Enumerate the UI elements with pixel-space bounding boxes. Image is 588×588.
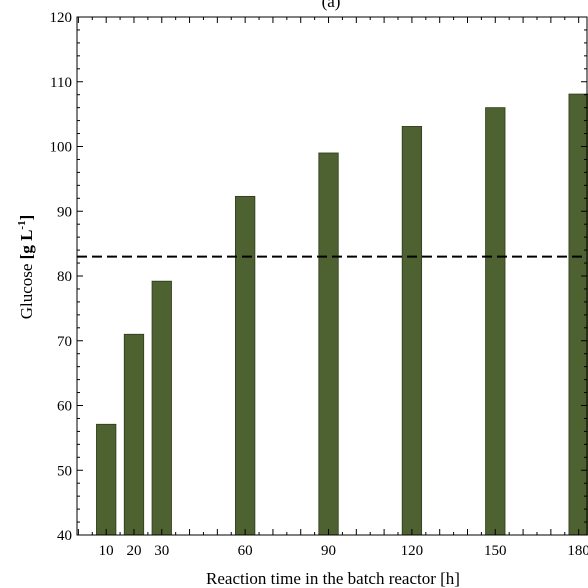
y-axis: 40 50 60 70 80 90 100 110 120 (50, 10, 587, 544)
x-axis-title: Reaction time in the batch reactor [h] (206, 569, 460, 588)
x-tick-label: 10 (99, 543, 114, 559)
y-tick-label: 100 (50, 140, 73, 156)
x-tick-label: 150 (484, 543, 507, 559)
chart-title: (a) (322, 0, 341, 11)
y-tick-label: 50 (57, 463, 72, 479)
bar-90 (318, 152, 339, 536)
y-tick-label: 40 (57, 528, 72, 544)
bars-group (96, 93, 588, 536)
y-axis-title: Glucose [g L-1] (16, 215, 36, 320)
x-tick-label: 180 (567, 543, 588, 559)
y-tick-label: 120 (50, 10, 73, 26)
y-axis-title-main: Glucose (17, 259, 36, 319)
y-axis-title-close: ] (17, 215, 36, 221)
bar-10 (96, 423, 117, 536)
y-tick-label: 80 (57, 269, 72, 285)
y-axis-title-sup: -1 (16, 220, 28, 229)
bar-60 (235, 195, 256, 536)
bar-20 (123, 333, 145, 536)
x-tick-label: 90 (321, 543, 336, 559)
y-tick-label: 60 (57, 399, 72, 415)
y-tick-label: 110 (50, 75, 72, 91)
y-tick-label: 90 (57, 204, 72, 220)
bar-150 (485, 107, 506, 536)
x-tick-label: 60 (238, 543, 253, 559)
x-tick-label: 20 (126, 543, 141, 559)
x-tick-label: 120 (401, 543, 424, 559)
x-axis: 10 20 30 60 90 120 150 180 (77, 17, 588, 559)
y-axis-title-unit: [g L (17, 230, 36, 260)
x-tick-label: 30 (154, 543, 169, 559)
bar-30 (151, 280, 172, 536)
bar-120 (401, 126, 423, 536)
y-tick-label: 70 (57, 334, 72, 350)
